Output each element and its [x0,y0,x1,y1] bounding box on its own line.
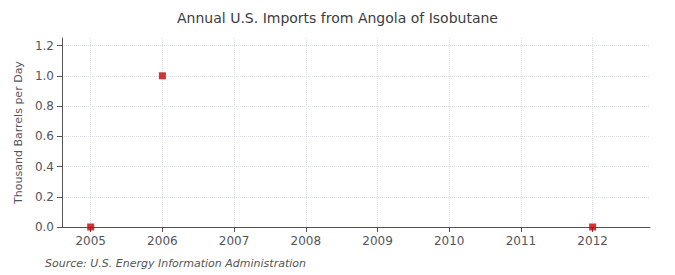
svg-text:Thousand Barrels per Day: Thousand Barrels per Day [12,61,25,205]
svg-text:2010: 2010 [434,234,465,248]
svg-text:0.4: 0.4 [35,160,54,174]
svg-text:0.8: 0.8 [35,99,54,113]
svg-text:2011: 2011 [506,234,537,248]
svg-text:0.6: 0.6 [35,129,54,143]
svg-text:1.2: 1.2 [35,39,54,53]
svg-text:0.2: 0.2 [35,190,54,204]
svg-text:2008: 2008 [291,234,322,248]
svg-text:2009: 2009 [362,234,393,248]
svg-text:2005: 2005 [75,234,106,248]
svg-text:Source: U.S. Energy Informatio: Source: U.S. Energy Information Administ… [45,257,306,270]
svg-text:0.0: 0.0 [35,220,54,234]
svg-text:Annual U.S. Imports from Angol: Annual U.S. Imports from Angola of Isobu… [177,10,498,26]
svg-text:2012: 2012 [577,234,608,248]
svg-text:2007: 2007 [219,234,250,248]
svg-text:2006: 2006 [147,234,178,248]
svg-text:1.0: 1.0 [35,69,54,83]
